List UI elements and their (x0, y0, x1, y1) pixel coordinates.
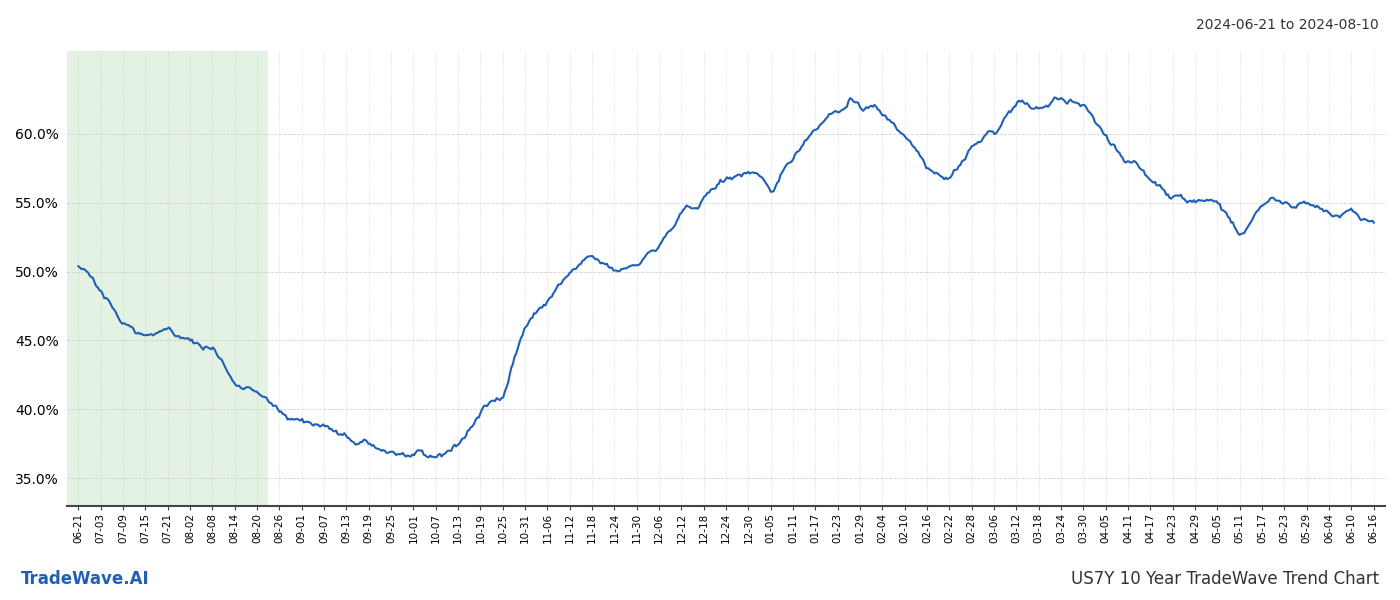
Text: 2024-06-21 to 2024-08-10: 2024-06-21 to 2024-08-10 (1196, 18, 1379, 32)
Text: US7Y 10 Year TradeWave Trend Chart: US7Y 10 Year TradeWave Trend Chart (1071, 570, 1379, 588)
Text: TradeWave.AI: TradeWave.AI (21, 570, 150, 588)
Bar (67, 51, 269, 506)
